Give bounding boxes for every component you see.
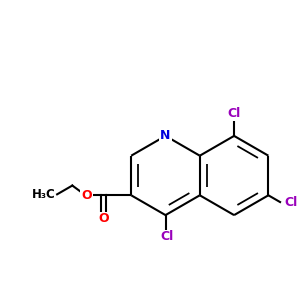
- Text: Cl: Cl: [284, 196, 297, 208]
- Text: O: O: [81, 189, 92, 202]
- Text: H₃C: H₃C: [32, 188, 56, 201]
- Text: O: O: [98, 212, 109, 226]
- Text: Cl: Cl: [160, 230, 174, 244]
- Text: N: N: [160, 129, 171, 142]
- Text: Cl: Cl: [227, 107, 241, 121]
